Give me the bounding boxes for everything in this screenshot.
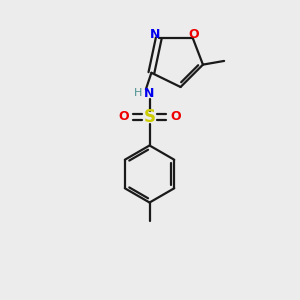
Text: H: H: [134, 88, 143, 98]
Text: O: O: [118, 110, 129, 124]
Text: S: S: [144, 108, 156, 126]
Text: O: O: [188, 28, 199, 41]
Text: O: O: [170, 110, 181, 124]
Text: N: N: [150, 28, 160, 41]
Text: N: N: [144, 86, 155, 100]
